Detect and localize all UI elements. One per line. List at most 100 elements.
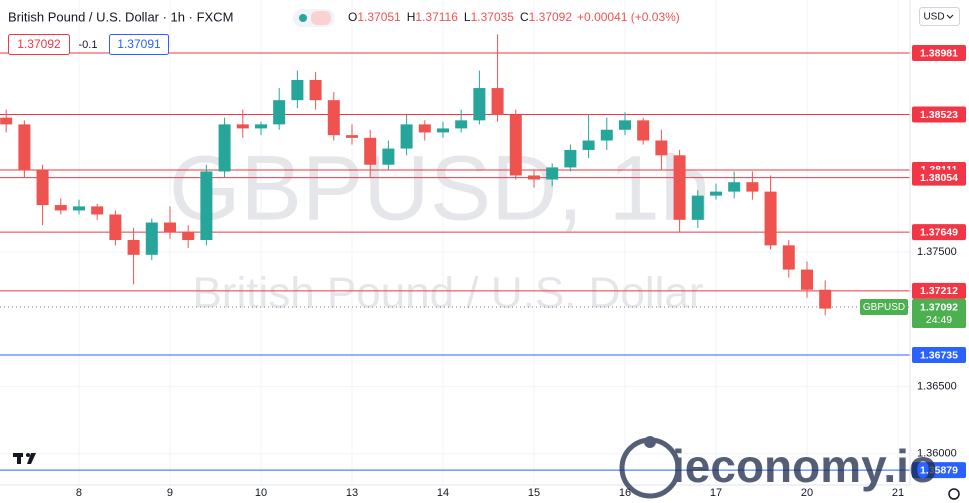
- x-tick-label: 16: [619, 487, 631, 499]
- symbol-title: British Pound / U.S. Dollar · 1h · FXCM: [8, 9, 233, 24]
- x-tick-label: 14: [437, 487, 449, 499]
- settings-icon[interactable]: [948, 488, 960, 500]
- grid: [0, 0, 910, 485]
- price-label: 1.37649: [920, 226, 958, 238]
- candle-body: [509, 114, 522, 176]
- candle-body: [491, 88, 504, 115]
- candles: [0, 34, 832, 316]
- candle-body: [691, 195, 704, 220]
- candle-body: [637, 120, 650, 141]
- candle-body: [618, 120, 631, 130]
- spread: -0.1: [79, 39, 98, 51]
- candle-body: [309, 80, 322, 101]
- x-tick-label: 8: [76, 487, 82, 499]
- candle-body: [782, 245, 795, 270]
- change: +0.00041 (+0.03%): [577, 10, 680, 24]
- candle-body: [673, 155, 686, 220]
- ohlc-key: O: [348, 10, 357, 24]
- candle-body: [182, 231, 195, 241]
- ask-box[interactable]: [109, 34, 169, 55]
- x-tick-label: 15: [528, 487, 540, 499]
- candle-body: [327, 100, 340, 136]
- candle-body: [200, 171, 213, 241]
- price-label-box: [912, 106, 966, 123]
- candle-body: [0, 117, 13, 125]
- price-label: 1.36735: [920, 349, 958, 361]
- bid-box[interactable]: [8, 34, 70, 55]
- candle-body: [709, 191, 722, 196]
- x-tick-label: 17: [710, 487, 722, 499]
- candle-body: [418, 124, 431, 133]
- axes: 1.37500 1.36500 1.36000 8 9 10 13 14 15 16 17 20 21 1…: [76, 44, 966, 499]
- price-label-box: [912, 462, 966, 479]
- candle-body: [54, 205, 67, 211]
- x-tick-label: 20: [801, 487, 813, 499]
- price-label-box: [912, 282, 966, 299]
- candle-body: [291, 80, 304, 101]
- candle-body: [109, 214, 122, 241]
- site-logo: ieconomy.io: [619, 436, 937, 499]
- price-label: 1.37212: [920, 285, 958, 297]
- symbol-tag-box: [860, 298, 908, 315]
- candle-body: [764, 191, 777, 246]
- candle-body: [163, 222, 176, 232]
- currency-dropdown[interactable]: [919, 7, 960, 26]
- candle-body: [546, 167, 559, 180]
- candle-body: [564, 149, 577, 168]
- symbol-tag: GBPUSD: [863, 302, 905, 313]
- price-label: 1.35879: [920, 464, 958, 476]
- candle-body: [400, 124, 413, 149]
- y-tick-label: 1.37500: [917, 246, 957, 258]
- candle-body: [655, 140, 668, 156]
- dropdown-arrow: [946, 14, 954, 19]
- candle-body: [218, 124, 231, 172]
- price-label-box: [912, 224, 966, 241]
- candle-body: [72, 206, 85, 211]
- ohlc-value: 1.37092: [529, 10, 573, 24]
- candle-body: [254, 124, 267, 129]
- x-tick-label: 9: [167, 487, 173, 499]
- ohlc-legend: O1.37051 H1.37116 L1.37035 C1.37092 +0.00041…: [348, 10, 680, 24]
- price-label-box: [912, 169, 966, 186]
- price-label: 1.38054: [920, 172, 958, 184]
- candle-body: [728, 182, 741, 192]
- logo-part: [17, 453, 21, 464]
- logo-text: ieconomy.io: [672, 440, 937, 492]
- candle-body: [436, 128, 449, 133]
- y-tick-label: 1.36500: [917, 380, 957, 392]
- ohlc-key: C: [520, 10, 529, 24]
- ohlc-value: 1.37051: [357, 10, 401, 24]
- logo-part: [27, 453, 36, 464]
- candle-body: [600, 129, 613, 141]
- candle-body: [819, 289, 832, 309]
- price-label: 1.38981: [920, 47, 958, 59]
- y-tick-label: 1.36000: [917, 448, 957, 460]
- x-tick-label: 21: [892, 487, 904, 499]
- price-label-box: [912, 346, 966, 363]
- logo-part: [26, 453, 30, 457]
- tv-logo: [13, 453, 36, 464]
- ohlc-value: 1.37035: [471, 10, 515, 24]
- candle-body: [145, 222, 158, 255]
- candle-body: [345, 135, 358, 138]
- logo-dot: [644, 436, 656, 448]
- candle-body: [382, 148, 395, 165]
- status-dot: [299, 14, 307, 22]
- candle-body: [473, 88, 486, 121]
- candle-body: [527, 175, 540, 180]
- candle-body: [236, 124, 249, 129]
- price-label: 1.38523: [920, 109, 958, 121]
- candle-body: [455, 120, 468, 129]
- candle-body: [18, 124, 31, 171]
- watermark-sub: British Pound / U.S. Dollar: [192, 269, 703, 318]
- watermark: GBPUSD, 1h: [169, 137, 711, 239]
- ask-price: 1.37091: [117, 37, 161, 51]
- current-price-label: 1.37092: [920, 301, 958, 313]
- bid-price: 1.37092: [17, 37, 61, 51]
- ohlc-key: H: [407, 10, 416, 24]
- ohlc-value: 1.37116: [415, 10, 458, 24]
- candle-body: [127, 240, 140, 255]
